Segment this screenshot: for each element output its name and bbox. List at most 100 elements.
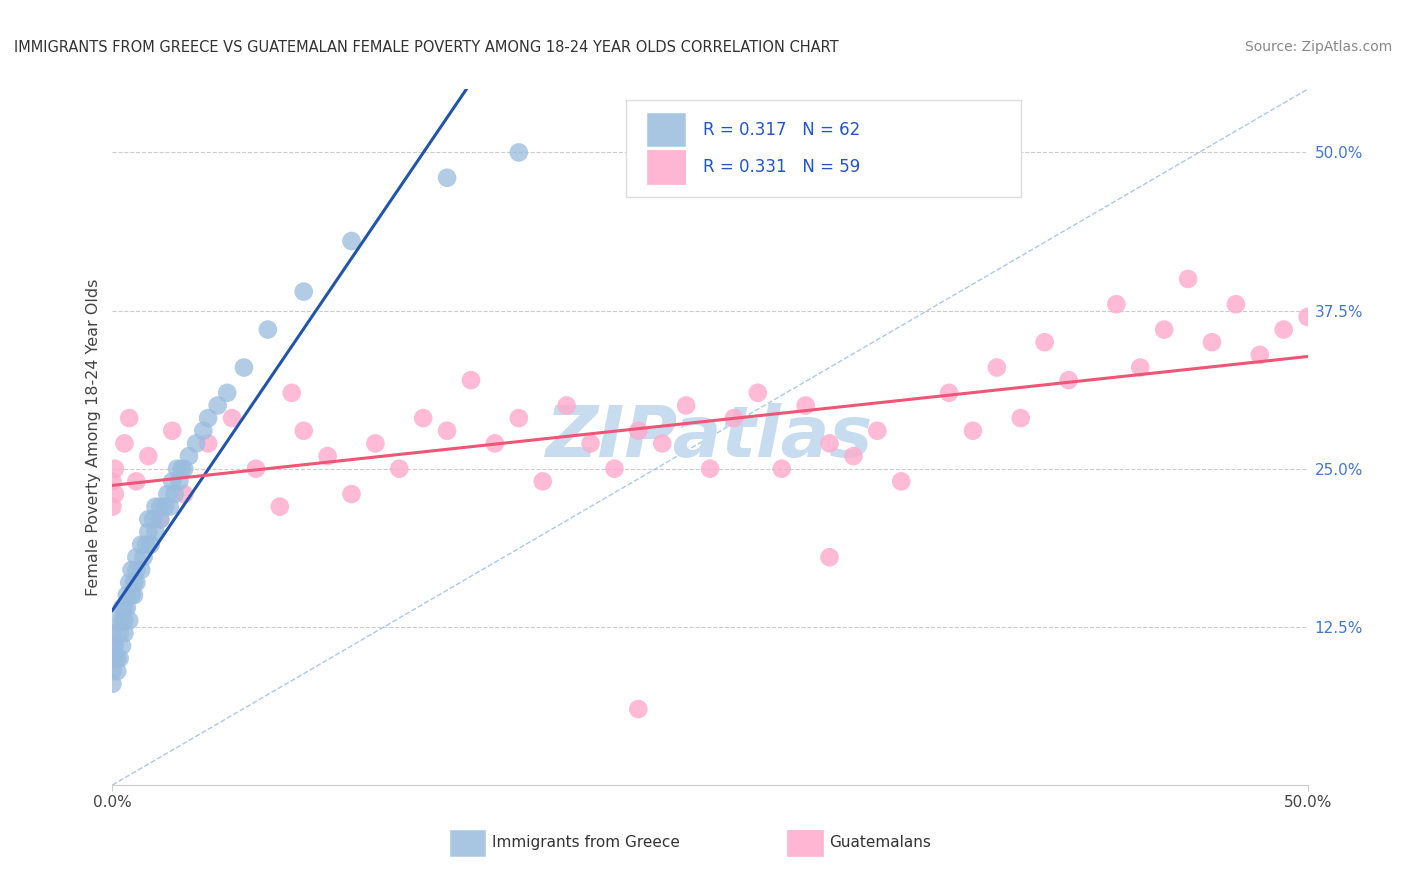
Point <box>890 475 912 489</box>
Point <box>169 475 191 489</box>
Point <box>104 461 127 475</box>
Point <box>101 639 124 653</box>
Point <box>555 399 578 413</box>
Point <box>101 500 124 514</box>
Point <box>699 461 721 475</box>
Point <box>866 424 889 438</box>
Point <box>281 385 304 400</box>
Point <box>388 461 411 475</box>
Point <box>651 436 673 450</box>
Point <box>125 550 148 565</box>
Point <box>145 524 167 539</box>
Point <box>125 575 148 590</box>
Point <box>149 500 172 514</box>
Point <box>1296 310 1319 324</box>
Point <box>101 677 124 691</box>
FancyBboxPatch shape <box>627 100 1021 197</box>
Point <box>340 234 363 248</box>
Point <box>118 575 141 590</box>
Point <box>1129 360 1152 375</box>
Point <box>233 360 256 375</box>
Point <box>173 461 195 475</box>
Point <box>114 626 135 640</box>
Point <box>292 285 315 299</box>
Point <box>1153 322 1175 336</box>
Point <box>104 614 127 628</box>
Point <box>436 424 458 438</box>
Point <box>221 411 243 425</box>
Point <box>138 524 160 539</box>
Point <box>818 550 841 565</box>
Point <box>159 500 181 514</box>
Point <box>436 170 458 185</box>
Text: ZIPatlas: ZIPatlas <box>547 402 873 472</box>
Point <box>531 475 554 489</box>
Point <box>156 487 179 501</box>
Point <box>129 538 152 552</box>
Point <box>627 702 650 716</box>
Point <box>129 563 152 577</box>
Text: R = 0.317   N = 62: R = 0.317 N = 62 <box>703 120 860 138</box>
Point <box>794 399 817 413</box>
Point <box>818 436 841 450</box>
Point <box>104 639 127 653</box>
Point <box>1249 348 1271 362</box>
Point <box>1272 322 1295 336</box>
Point <box>1033 335 1056 350</box>
Point <box>115 588 138 602</box>
Point <box>723 411 745 425</box>
Point <box>340 487 363 501</box>
Point <box>217 385 239 400</box>
Point <box>132 550 155 565</box>
Point <box>1105 297 1128 311</box>
Point <box>747 385 769 400</box>
Point <box>364 436 387 450</box>
Point <box>145 500 167 514</box>
Point <box>114 436 135 450</box>
Point <box>177 449 200 463</box>
Point <box>105 664 128 678</box>
Point <box>245 461 267 475</box>
Point <box>105 651 128 665</box>
Point <box>153 500 176 514</box>
Point <box>257 322 280 336</box>
Point <box>1177 272 1199 286</box>
Point <box>125 475 148 489</box>
Point <box>508 145 530 160</box>
Point <box>316 449 339 463</box>
Text: R = 0.331   N = 59: R = 0.331 N = 59 <box>703 158 860 176</box>
Point <box>162 424 183 438</box>
Point <box>111 600 134 615</box>
Point <box>108 626 131 640</box>
Point <box>412 411 434 425</box>
Point <box>675 399 697 413</box>
Point <box>111 614 134 628</box>
Point <box>986 360 1008 375</box>
Point <box>1010 411 1032 425</box>
Point <box>1201 335 1223 350</box>
Point <box>111 639 134 653</box>
Point <box>579 436 602 450</box>
Point <box>197 436 219 450</box>
Point <box>166 461 188 475</box>
Point <box>162 475 183 489</box>
Point <box>186 436 208 450</box>
Point <box>508 411 530 425</box>
Point <box>108 651 131 665</box>
Point <box>770 461 793 475</box>
Point <box>269 500 291 514</box>
Point <box>114 614 135 628</box>
Point <box>193 424 215 438</box>
Point <box>135 538 157 552</box>
Point <box>114 600 135 615</box>
Point <box>138 449 160 463</box>
Point <box>104 487 127 501</box>
Point <box>170 461 193 475</box>
Text: IMMIGRANTS FROM GREECE VS GUATEMALAN FEMALE POVERTY AMONG 18-24 YEAR OLDS CORREL: IMMIGRANTS FROM GREECE VS GUATEMALAN FEM… <box>14 40 839 55</box>
Point <box>125 563 148 577</box>
Point <box>197 411 219 425</box>
Point <box>101 664 124 678</box>
Point <box>122 588 145 602</box>
Point <box>962 424 984 438</box>
Point <box>1057 373 1080 387</box>
